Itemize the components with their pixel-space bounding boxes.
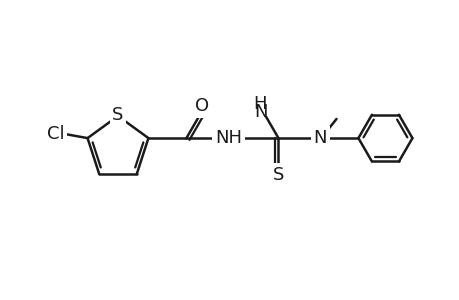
Text: N: N	[313, 129, 326, 147]
Text: H: H	[253, 95, 267, 113]
Text: NH: NH	[214, 129, 241, 147]
Text: O: O	[195, 97, 209, 115]
Text: N: N	[254, 103, 268, 121]
Text: Cl: Cl	[47, 125, 64, 143]
Text: S: S	[112, 106, 123, 124]
Text: S: S	[272, 166, 284, 184]
